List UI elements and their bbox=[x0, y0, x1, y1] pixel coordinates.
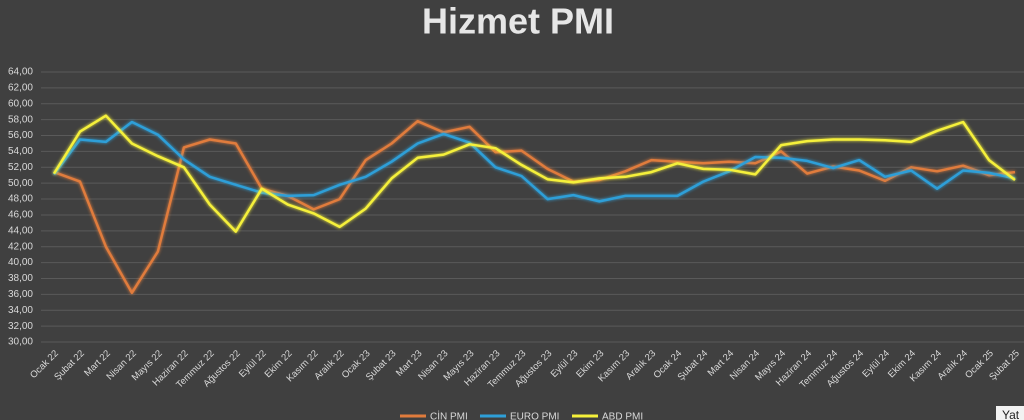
y-tick-label: 46,00 bbox=[8, 210, 33, 221]
y-tick-label: 44,00 bbox=[8, 225, 33, 236]
legend-label: ABD PMI bbox=[602, 412, 643, 420]
y-tick-label: 50,00 bbox=[8, 178, 33, 189]
y-tick-label: 34,00 bbox=[8, 305, 33, 316]
y-tick-label: 54,00 bbox=[8, 146, 33, 157]
y-tick-label: 62,00 bbox=[8, 83, 33, 94]
y-tick-label: 48,00 bbox=[8, 194, 33, 205]
y-tick-label: 52,00 bbox=[8, 162, 33, 173]
series-line bbox=[52, 114, 1016, 233]
series-line bbox=[53, 119, 1016, 295]
y-tick-label: 40,00 bbox=[8, 257, 33, 268]
series-line bbox=[52, 120, 1016, 203]
y-tick-label: 64,00 bbox=[8, 67, 33, 78]
y-tick-label: 58,00 bbox=[8, 114, 33, 125]
chart-title: Hizmet PMI bbox=[422, 1, 614, 42]
y-tick-label: 60,00 bbox=[8, 98, 33, 109]
corner-label[interactable]: Yat bbox=[1002, 408, 1020, 420]
y-tick-label: 30,00 bbox=[8, 337, 33, 348]
y-tick-label: 36,00 bbox=[8, 289, 33, 300]
legend-label: EURO PMI bbox=[510, 412, 559, 420]
corner-button[interactable] bbox=[996, 406, 1024, 420]
legend-label: CİN PMI bbox=[430, 410, 468, 420]
y-tick-label: 38,00 bbox=[8, 273, 33, 284]
y-tick-label: 42,00 bbox=[8, 241, 33, 252]
y-tick-label: 32,00 bbox=[8, 321, 33, 332]
y-tick-label: 56,00 bbox=[8, 130, 33, 141]
